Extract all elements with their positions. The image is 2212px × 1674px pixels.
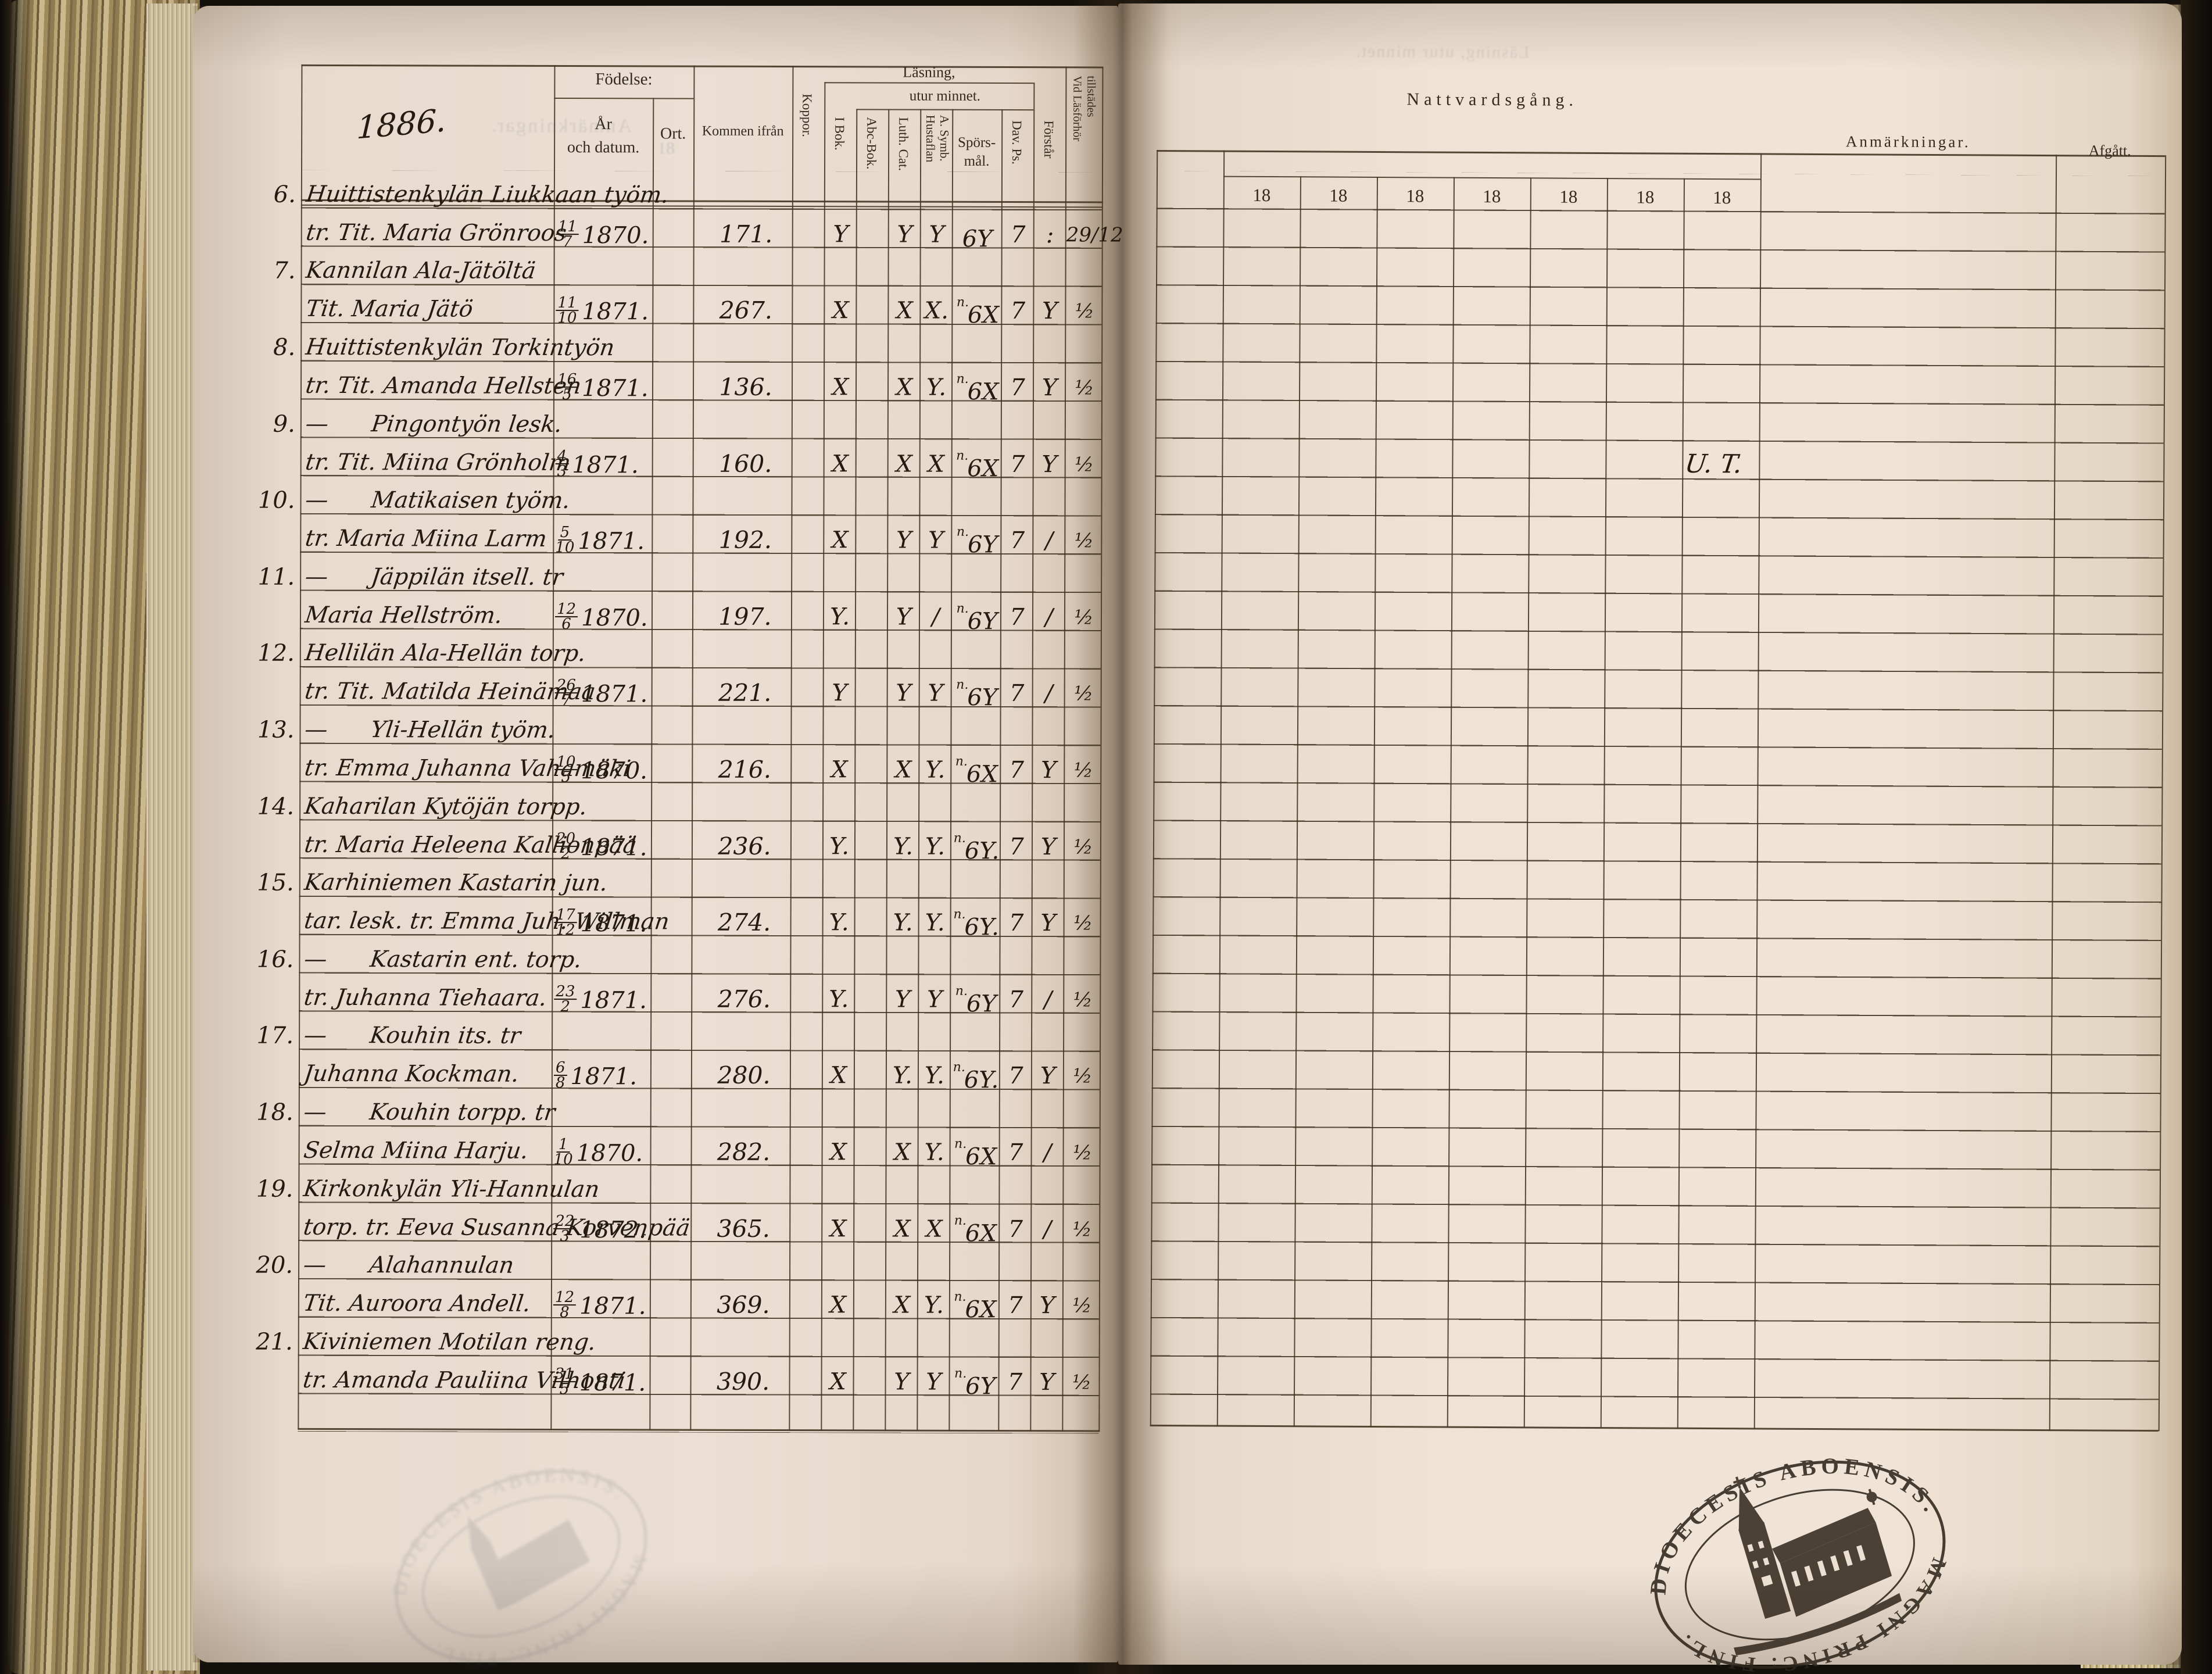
header-afgatt: Afgått.: [2088, 142, 2131, 159]
book-cover-right-edge: [2181, 0, 2212, 1674]
year-column-head: 18: [1329, 185, 1348, 206]
year-column-head: 18: [1406, 185, 1424, 206]
year-column-head: 18: [1252, 184, 1271, 206]
header-anmarkningar: Anmärkningar.: [1845, 133, 1971, 151]
year-columns: 18 18 18 18 18 18 18: [1223, 178, 1760, 215]
left-table: 1886. Anmärkningar. 18 Födelse: År och d…: [256, 64, 1123, 1674]
page-stack-left-inner: [146, 3, 198, 1671]
year-column-head: 18: [1713, 187, 1731, 208]
header-nattvardsgang: Nattvardsgång.: [1406, 90, 1578, 110]
year-column-head: 18: [1636, 187, 1655, 208]
year-column-head: 18: [1483, 185, 1501, 207]
year-column-head: 18: [1559, 186, 1578, 207]
ink-bleed-lasning: Läsning, utur minnet.: [1355, 41, 1530, 62]
cathedral-illustration: [1733, 1476, 1902, 1656]
remark-annotation: U. T.: [1683, 449, 1744, 480]
right-row-rules: [1150, 171, 2166, 1432]
diocese-seal-stamp: DIOECESIS ABOENSIS. MAGNI PRINC: FINL.: [1620, 1418, 1970, 1674]
